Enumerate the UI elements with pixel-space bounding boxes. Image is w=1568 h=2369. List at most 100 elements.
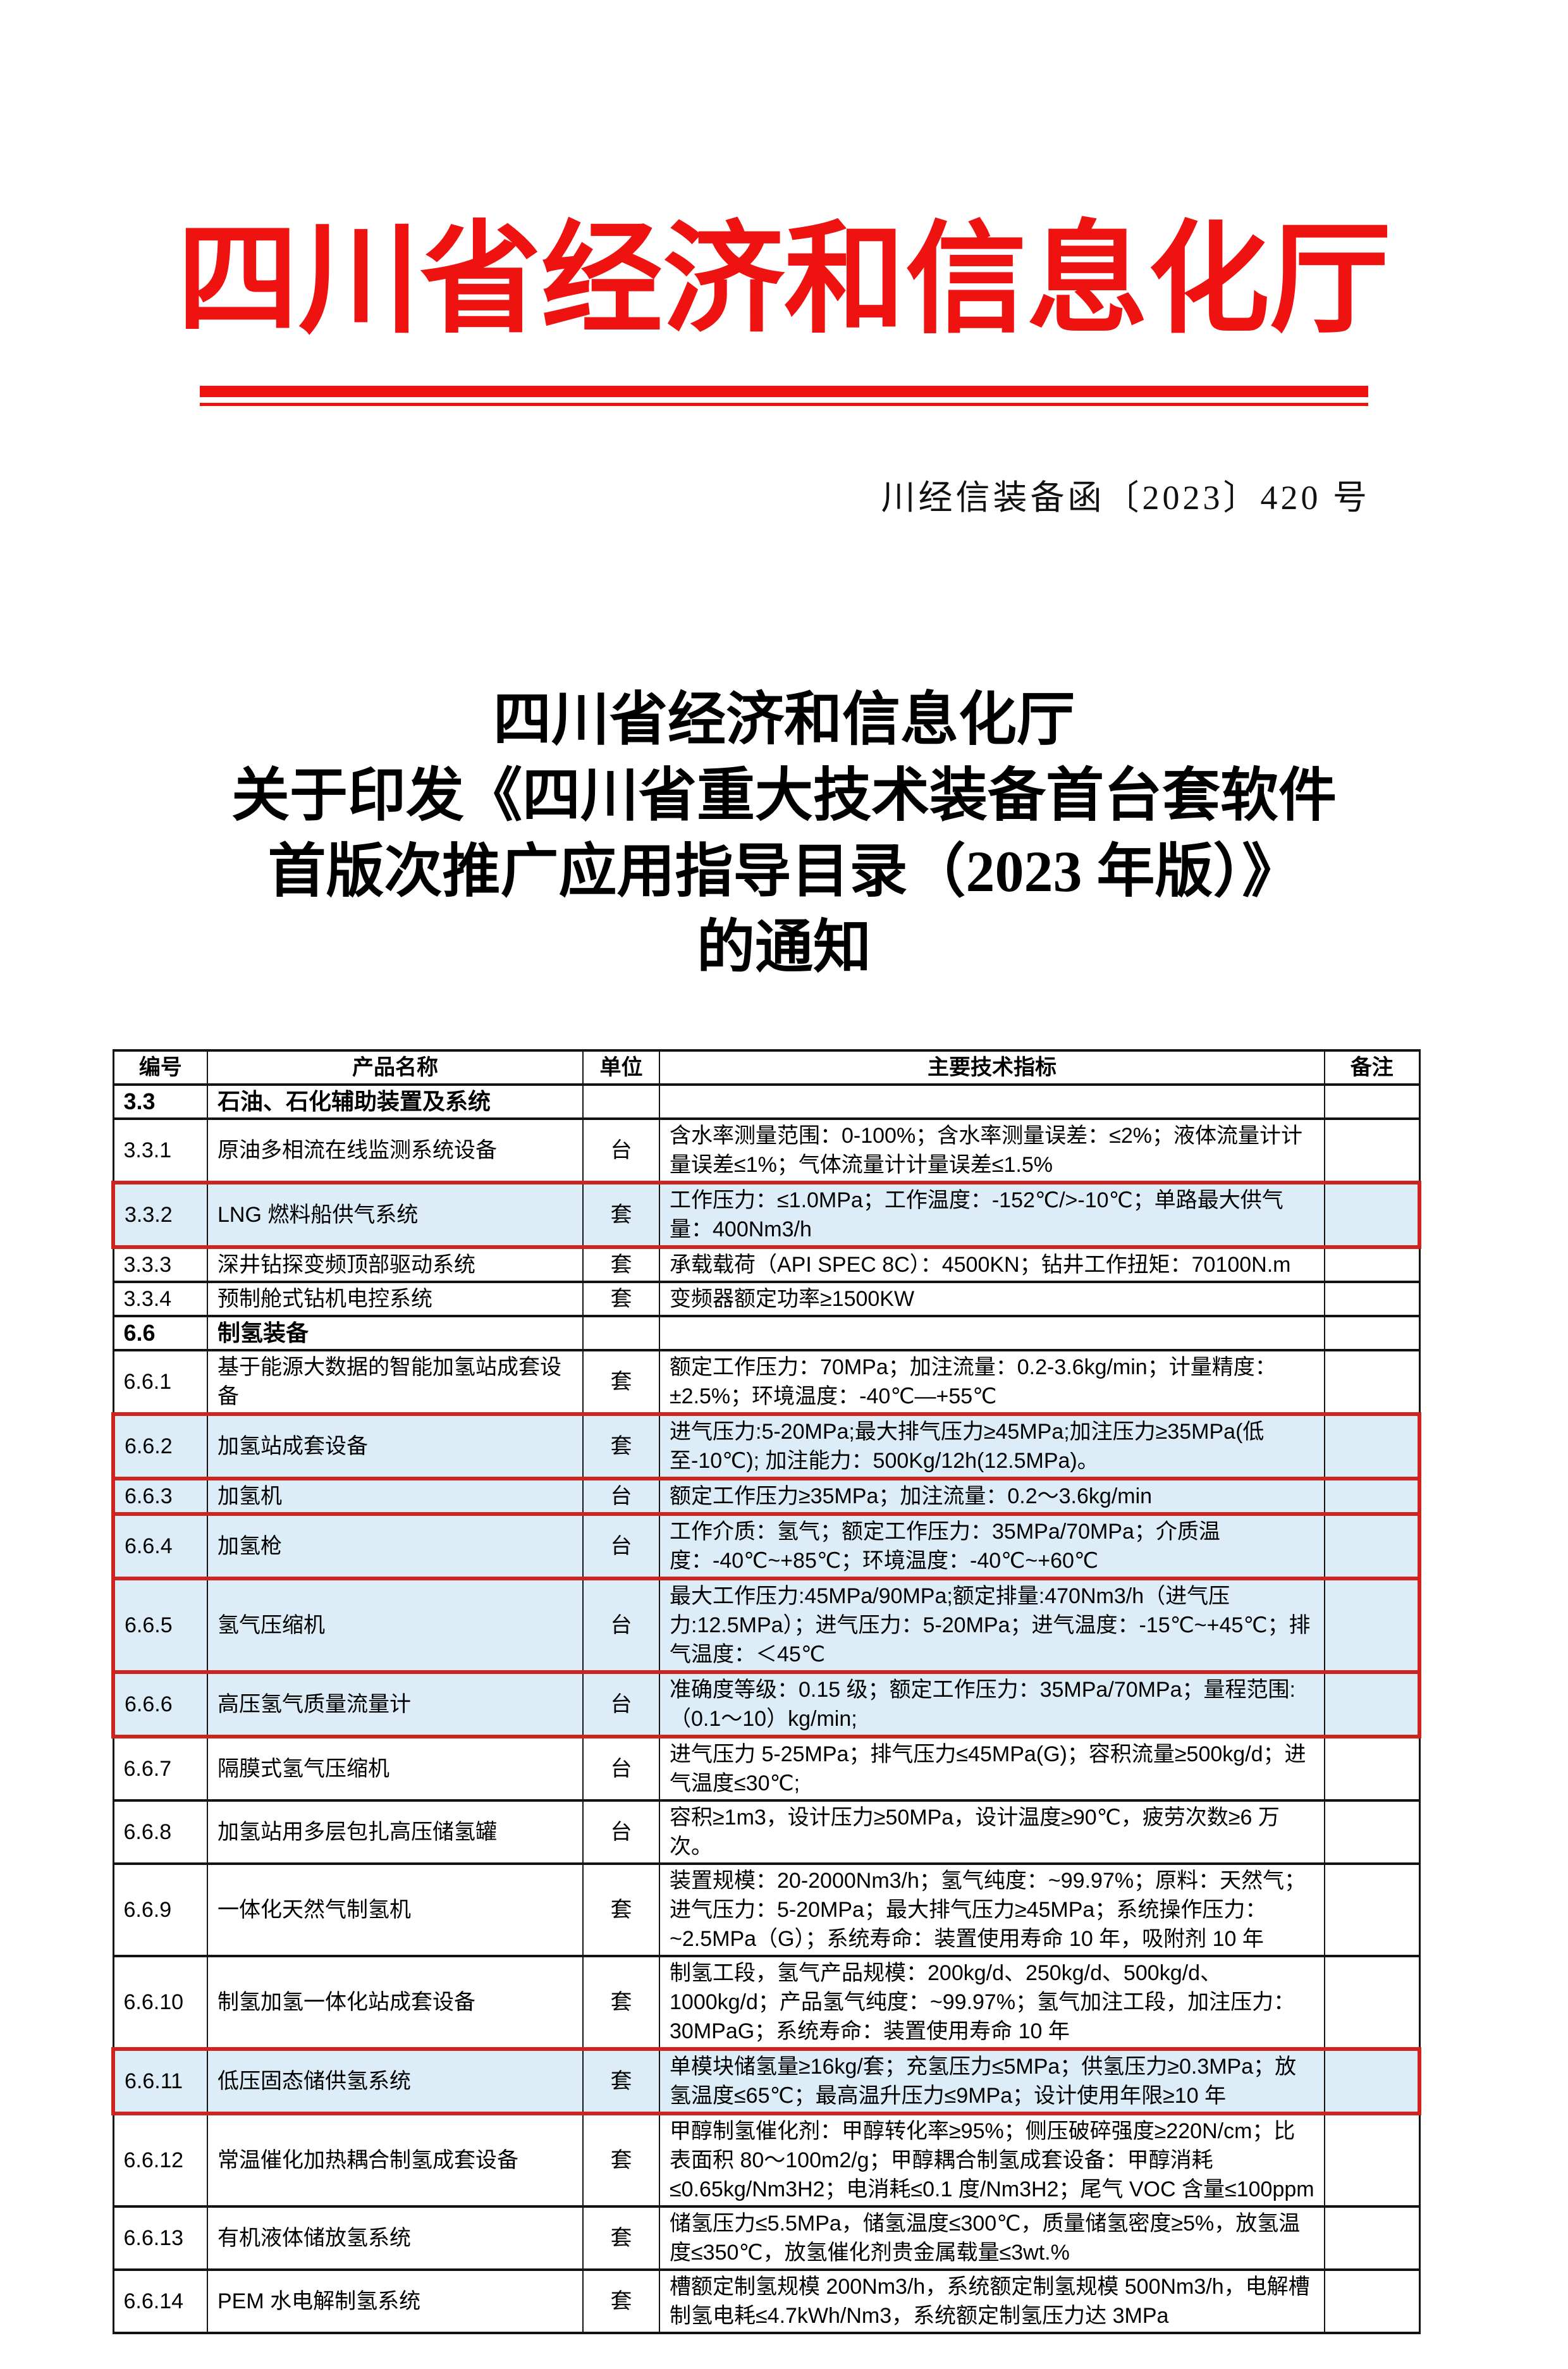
cell-num: 6.6.9 [113,1862,208,1957]
table-row: 6.6.11 低压固态储供氢系统套单模块储氢量≥16kg/套；充氢压力≤5MPa；… [111,2047,1421,2115]
cell-note [1324,2205,1420,2271]
cell-num: 3.3.2 [111,1181,208,1249]
cell-unit: 台 [582,1670,660,1738]
column-header-num: 编号 [113,1049,208,1086]
cell-name: 常温催化加热耦合制氢成套设备 [207,2112,584,2208]
cell-num: 3.3 [113,1083,208,1120]
notice-title-line-1: 四川省经济和信息化厅 [493,687,1075,752]
table-row: 6.6.1 基于能源大数据的智能加氢站成套设备套额定工作压力：70MPa；加注流量… [113,1349,1420,1415]
cell-num: 3.3.1 [113,1117,208,1184]
cell-spec [659,1083,1325,1120]
cell-num: 6.6.5 [111,1577,208,1674]
table-row: 6.6.3 加氢机台额定工作压力≥35MPa；加注流量：0.2～3.6kg/min [111,1477,1421,1516]
cell-note [1324,1512,1421,1580]
cell-name: 低压固态储供氢系统 [207,2047,584,2115]
cell-spec: 最大工作压力:45MPa/90MPa;额定排量:470Nm3/h（进气压力:12… [659,1577,1325,1674]
cell-spec: 进气压力 5-25MPa；排气压力≤45MPa(G)；容积流量≥500kg/d；… [659,1735,1325,1802]
cell-spec: 容积≥1m3，设计压力≥50MPa，设计温度≥90℃，疲劳次数≥6 万次。 [659,1799,1325,1865]
document-number: 川经信装备函〔2023〕420 号 [881,479,1370,517]
cell-name: 加氢枪 [207,1512,584,1580]
table-row: 6.6.6 高压氢气质量流量计台准确度等级：0.15 级；额定工作压力：35MPa… [111,1670,1421,1738]
cell-note [1324,1955,1420,2050]
cell-name: 隔膜式氢气压缩机 [207,1735,584,1802]
column-header-note: 备注 [1324,1049,1420,1086]
cell-name: 氢气压缩机 [207,1577,584,1674]
column-header-spec: 主要技术指标 [659,1049,1325,1086]
notice-title: 四川省经济和信息化厅 关于印发《四川省重大技术装备首台套软件 首版次推广应用指导… [0,682,1568,985]
table-row: 3.3.1 原油多相流在线监测系统设备台含水率测量范围：0-100%；含水率测量误… [113,1117,1420,1184]
column-header-unit: 单位 [582,1049,660,1086]
section-row: 3.3 石油、石化辅助装置及系统 [113,1083,1420,1120]
cell-unit: 套 [582,1955,660,2050]
catalog-table: 编号 产品名称 单位 主要技术指标 备注 3.3 石油、石化辅助装置及系统 3.3.… [111,1049,1421,2334]
cell-spec: 工作介质：氢气；额定工作压力：35MPa/70MPa；介质温度：-40℃~+85… [659,1512,1325,1580]
cell-spec: 制氢工段，氢气产品规模：200kg/d、250kg/d、500kg/d、1000… [659,1955,1325,2050]
cell-spec: 储氢压力≤5.5MPa，储氢温度≤300℃，质量储氢密度≥5%，放氢温度≤350… [659,2205,1325,2271]
cell-unit: 套 [582,1349,660,1415]
table-row: 6.6.10 制氢加氢一体化站成套设备套制氢工段，氢气产品规模：200kg/d、2… [113,1955,1420,2050]
cell-note [1324,1117,1420,1184]
cell-name: 有机液体储放氢系统 [207,2205,584,2271]
catalog-table-body: 3.3 石油、石化辅助装置及系统 3.3.1 原油多相流在线监测系统设备台含水率测量范… [111,1083,1421,2334]
cell-spec: 额定工作压力：70MPa；加注流量：0.2-3.6kg/min；计量精度：±2.… [659,1349,1325,1415]
table-row: 6.6.9 一体化天然气制氢机套装置规模：20-2000Nm3/h；氢气纯度：~9… [113,1862,1420,1957]
cell-unit [582,1083,660,1120]
section-row: 6.6 制氢装备 [113,1315,1420,1351]
table-row: 3.3.3 深井钻探变频顶部驱动系统套承载载荷（API SPEC 8C）：4500… [113,1246,1420,1283]
cell-note [1324,1412,1421,1480]
cell-note [1324,1577,1421,1674]
cell-unit [582,1315,660,1351]
cell-num: 6.6.14 [113,2268,208,2334]
divider-thick-line [200,386,1368,397]
table-row: 6.6.4 加氢枪台工作介质：氢气；额定工作压力：35MPa/70MPa；介质温度… [111,1512,1421,1580]
cell-num: 6.6.8 [113,1799,208,1865]
cell-num: 6.6.3 [111,1477,208,1516]
cell-spec: 槽额定制氢规模 200Nm3/h，系统额定制氢规模 500Nm3/h，电解槽制氢… [659,2268,1325,2334]
cell-note [1324,1799,1420,1865]
cell-unit: 台 [582,1117,660,1184]
cell-spec: 变频器额定功率≥1500KW [659,1281,1325,1317]
cell-unit: 套 [582,2268,660,2334]
cell-note [1324,2047,1421,2115]
table-row: 6.6.2 加氢站成套设备套进气压力:5-20MPa;最大排气压力≥45MPa;加… [111,1412,1421,1480]
cell-note [1324,1670,1421,1738]
cell-num: 6.6.7 [113,1735,208,1802]
cell-num: 6.6.12 [113,2112,208,2208]
notice-title-line-3: 首版次推广应用指导目录（2023 年版）》 [267,839,1301,904]
notice-title-line-4: 的通知 [696,915,871,980]
cell-unit: 套 [582,2112,660,2208]
cell-spec: 含水率测量范围：0-100%；含水率测量误差：≤2%；液体流量计计量误差≤1%；… [659,1117,1325,1184]
cell-spec: 额定工作压力≥35MPa；加注流量：0.2～3.6kg/min [659,1477,1325,1516]
cell-spec: 单模块储氢量≥16kg/套；充氢压力≤5MPa；供氢压力≥0.3MPa；放氢温度… [659,2047,1325,2115]
cell-note [1324,1315,1420,1351]
cell-note [1324,1477,1421,1516]
cell-unit: 台 [582,1577,660,1674]
cell-num: 6.6.13 [113,2205,208,2271]
cell-name: LNG 燃料船供气系统 [207,1181,584,1249]
cell-unit: 台 [582,1735,660,1802]
cell-note [1324,1246,1420,1283]
cell-unit: 台 [582,1512,660,1580]
table-header-row: 编号 产品名称 单位 主要技术指标 备注 [113,1049,1420,1086]
cell-unit: 套 [582,1862,660,1957]
table-row: 6.6.5 氢气压缩机台最大工作压力:45MPa/90MPa;额定排量:470Nm… [111,1577,1421,1674]
cell-spec: 甲醇制氢催化剂：甲醇转化率≥95%；侧压破碎强度≥220N/cm；比表面积 80… [659,2112,1325,2208]
cell-name: 加氢站成套设备 [207,1412,584,1480]
cell-name: 制氢加氢一体化站成套设备 [207,1955,584,2050]
cell-note [1324,2268,1420,2334]
table-row: 6.6.12 常温催化加热耦合制氢成套设备套甲醇制氢催化剂：甲醇转化率≥95%；侧… [113,2112,1420,2208]
cell-num: 6.6.6 [111,1670,208,1738]
cell-spec: 装置规模：20-2000Nm3/h；氢气纯度：~99.97%；原料：天然气；进气… [659,1862,1325,1957]
cell-name: 制氢装备 [207,1315,584,1351]
cell-note [1324,1862,1420,1957]
cell-name: 高压氢气质量流量计 [207,1670,584,1738]
cell-unit: 套 [582,1281,660,1317]
agency-letterhead-title: 四川省经济和信息化厅 [177,213,1391,348]
table-row: 6.6.8 加氢站用多层包扎高压储氢罐台容积≥1m3，设计压力≥50MPa，设计温… [113,1799,1420,1865]
notice-title-line-2: 关于印发《四川省重大技术装备首台套软件 [231,763,1337,828]
cell-unit: 台 [582,1799,660,1865]
table-row: 3.3.4 预制舱式钻机电控系统套变频器额定功率≥1500KW [113,1281,1420,1317]
cell-unit: 套 [582,2047,660,2115]
cell-spec: 工作压力：≤1.0MPa；工作温度：-152℃/>-10℃；单路最大供气量：40… [659,1181,1325,1249]
